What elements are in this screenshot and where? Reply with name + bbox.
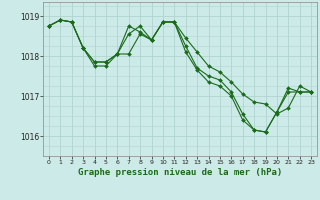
X-axis label: Graphe pression niveau de la mer (hPa): Graphe pression niveau de la mer (hPa) [78, 168, 282, 177]
